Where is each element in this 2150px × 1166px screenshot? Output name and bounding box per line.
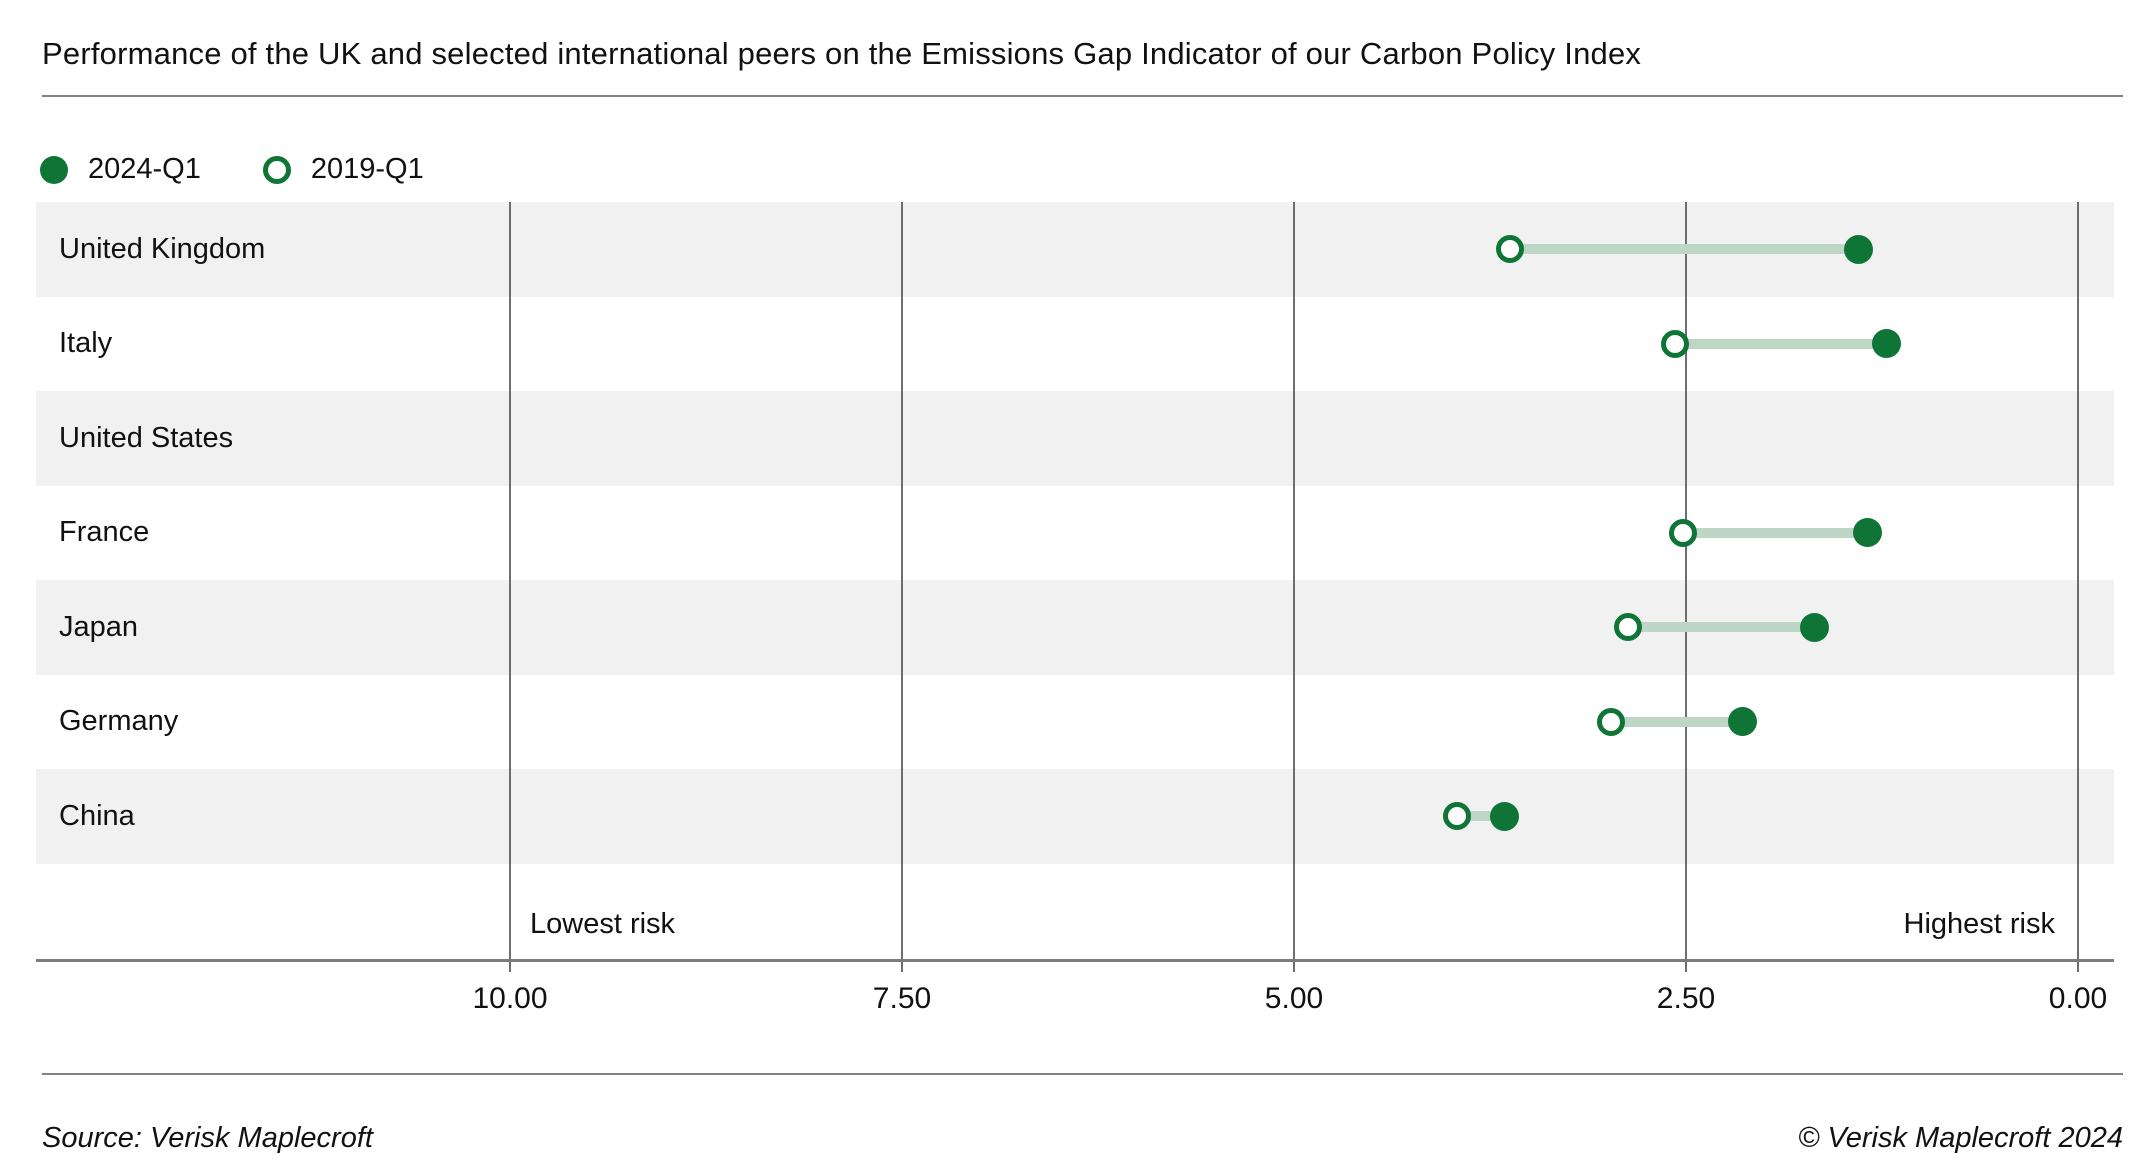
x-tick-label: 7.50 (872, 982, 932, 1015)
dot-2019-q1 (1596, 707, 1625, 736)
gridline (509, 202, 511, 972)
x-tick-label: 2.50 (1656, 982, 1716, 1015)
chart-title: Performance of the UK and selected inter… (42, 36, 1642, 71)
gridline (901, 202, 903, 972)
dot-2024-q1 (1489, 801, 1519, 831)
x-tick-label: 0.00 (2048, 982, 2108, 1015)
legend-item-2024: 2024-Q1 (40, 153, 201, 186)
source-note: Source: Verisk Maplecroft (42, 1122, 373, 1154)
dumbbell-connector (1682, 527, 1868, 538)
country-label: Germany (59, 705, 179, 738)
dot-2024-q1 (1872, 329, 1902, 359)
country-label: France (59, 516, 150, 549)
dumbbell-connector (1675, 338, 1887, 349)
copyright-note: © Verisk Maplecroft 2024 (1798, 1122, 2123, 1154)
dumbbell-connector (1610, 716, 1743, 727)
x-axis-line (36, 959, 2114, 962)
country-label: China (59, 799, 135, 832)
country-label: Japan (59, 610, 139, 643)
country-label: Italy (59, 327, 113, 360)
x-tick-label: 5.00 (1264, 982, 1324, 1015)
dot-2019-q1 (1613, 613, 1642, 642)
title-divider (42, 95, 2123, 97)
country-label: United States (59, 421, 234, 454)
legend-label-2019: 2019-Q1 (310, 153, 424, 185)
dot-2024-q1 (1727, 707, 1757, 737)
row-stripe (36, 769, 2114, 864)
dumbbell-connector (1510, 244, 1859, 255)
dumbbell-connector (1457, 811, 1505, 822)
dot-2019-q1 (1443, 802, 1472, 831)
dot-2019-q1 (1668, 518, 1697, 547)
highest-risk-label: Highest risk (1903, 908, 2056, 940)
dumbbell-connector (1627, 622, 1815, 633)
gridline (1685, 202, 1687, 972)
row-stripe (36, 391, 2114, 486)
legend-label-2024: 2024-Q1 (88, 153, 201, 185)
footer-divider (42, 1073, 2123, 1075)
legend: 2024-Q1 2019-Q1 (40, 153, 424, 186)
lowest-risk-label: Lowest risk (530, 908, 676, 940)
country-label: United Kingdom (59, 232, 266, 265)
gridline (2077, 202, 2079, 972)
gridline (1293, 202, 1295, 972)
legend-item-2019: 2019-Q1 (262, 153, 424, 186)
x-tick-label: 10.00 (472, 982, 548, 1015)
dot-2024-q1 (1843, 234, 1873, 264)
dot-2024-q1 (1853, 518, 1883, 548)
dot-2019-q1 (1496, 235, 1525, 264)
open-dot-icon (262, 155, 291, 184)
filled-dot-icon (40, 155, 68, 184)
dot-2019-q1 (1661, 329, 1690, 358)
dot-2024-q1 (1800, 612, 1830, 642)
